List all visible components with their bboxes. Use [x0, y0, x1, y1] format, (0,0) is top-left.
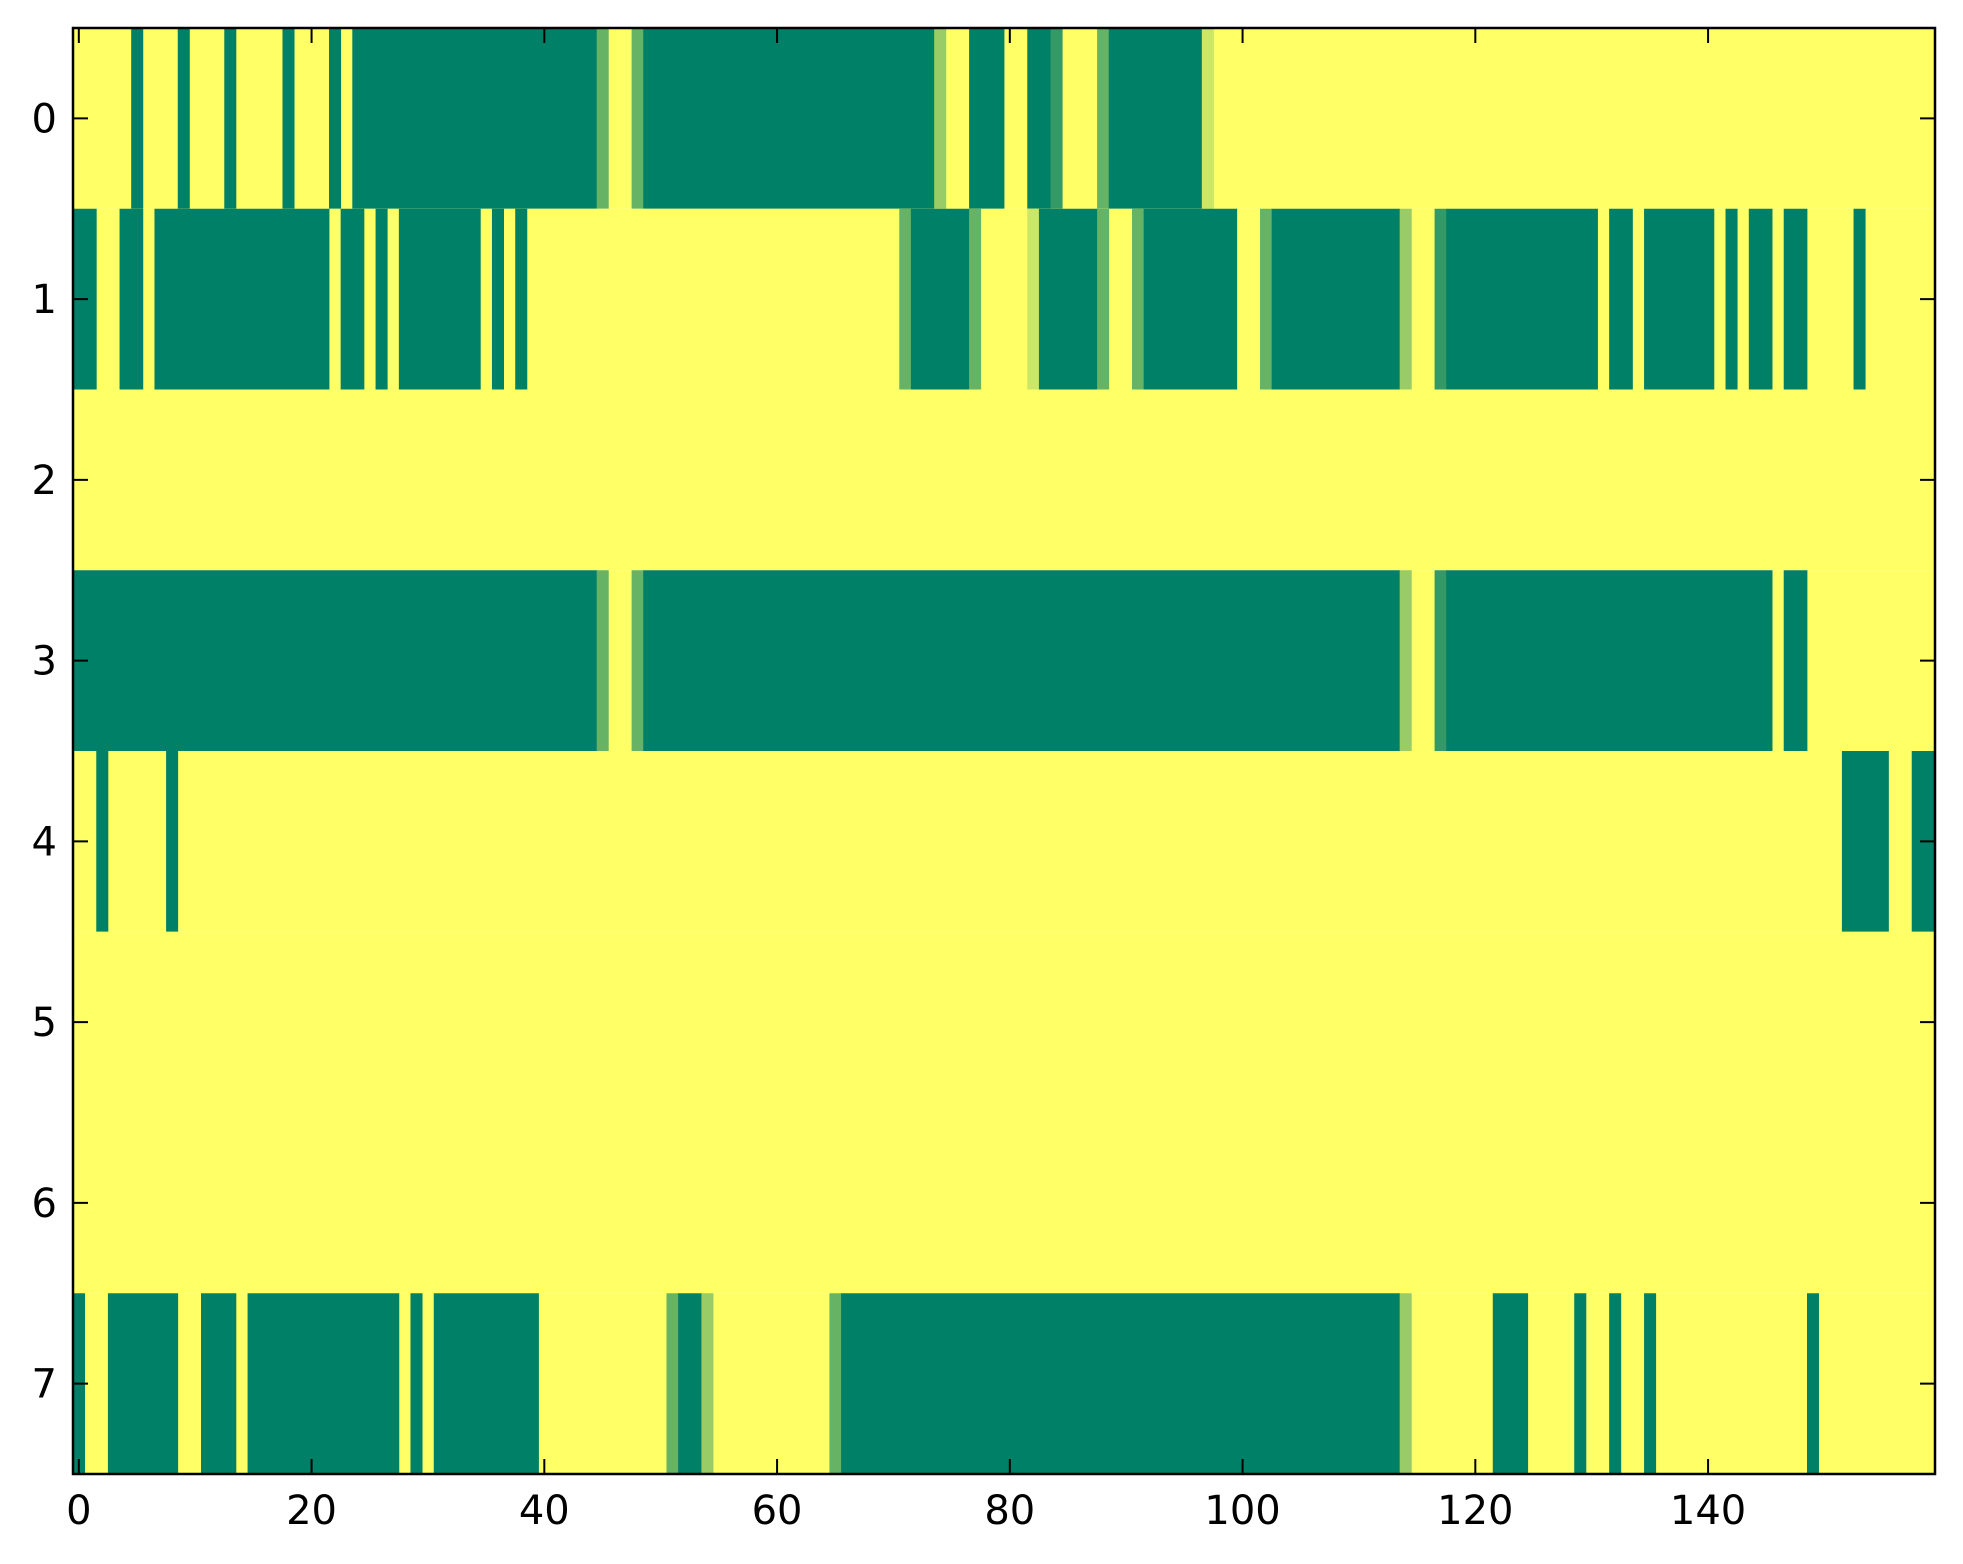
heatmap-cell [1050, 28, 1063, 209]
heatmap-cell [1446, 570, 1773, 751]
x-tick-label: 140 [1670, 1488, 1746, 1534]
heatmap-cell [131, 28, 144, 209]
heatmap-cell [1038, 208, 1098, 390]
heatmap-cell [1027, 28, 1051, 209]
heatmap-cell [282, 28, 295, 209]
heatmap-cell [969, 28, 1005, 209]
heatmap-cell [1644, 1293, 1657, 1474]
heatmap-cell [631, 570, 644, 751]
heatmap-cell [1806, 1293, 1820, 1474]
heatmap-cell [1492, 1293, 1529, 1474]
x-tick-labels: 0 20 40 60 80 100 120 140 [66, 1488, 1746, 1534]
y-tick-label: 1 [32, 277, 57, 323]
heatmap-cell [491, 208, 504, 390]
heatmap-cell [1644, 208, 1715, 390]
heatmap-cell [1783, 570, 1808, 751]
y-tick-label: 7 [32, 1362, 57, 1408]
heatmap-row-4 [73, 751, 1935, 932]
heatmap-cell [398, 208, 481, 390]
heatmap-cell [1446, 208, 1598, 390]
heatmap-cell [73, 570, 598, 751]
heatmap-cell [666, 1293, 679, 1474]
heatmap-cell [166, 751, 179, 932]
heatmap-cell [969, 208, 982, 390]
y-tick-label: 0 [32, 96, 57, 142]
heatmap-row-6 [73, 1112, 1935, 1294]
y-tick-label: 3 [32, 639, 57, 685]
heatmap-cell [1260, 208, 1273, 390]
heatmap-cell [1609, 1293, 1622, 1474]
heatmap-cell [1853, 208, 1866, 390]
heatmap-cell [340, 208, 365, 390]
heatmap-cell [1271, 208, 1401, 390]
heatmap-cell [701, 1293, 714, 1474]
heatmap-cell [1434, 208, 1447, 390]
heatmap-cell [678, 1293, 702, 1474]
heatmap-cell [224, 28, 237, 209]
heatmap-cell [154, 208, 330, 390]
heatmap-cell [841, 1293, 1401, 1474]
heatmap-cell [1574, 1293, 1587, 1474]
heatmap-cell [1143, 208, 1238, 390]
heatmap-cell [829, 1293, 842, 1474]
heatmap-cell [1108, 28, 1203, 209]
axis-ticks [73, 28, 1935, 1474]
heatmap-cell [375, 208, 388, 390]
heatmap-cell [1132, 208, 1145, 390]
plot-frame [71, 26, 1937, 1476]
heatmap-cell [1399, 208, 1412, 390]
x-tick-label: 0 [66, 1488, 91, 1534]
heatmap-cell [1097, 208, 1110, 390]
heatmap-cell [201, 1293, 237, 1474]
heatmap-cell [643, 570, 1401, 751]
heatmap-cell [1399, 570, 1412, 751]
x-tick-label: 40 [519, 1488, 570, 1534]
y-tick-label: 4 [32, 819, 57, 865]
heatmap-cell [352, 28, 598, 209]
heatmap-cell [1725, 208, 1738, 390]
heatmap-cell [596, 28, 609, 209]
heatmap-cell [1434, 570, 1447, 751]
heatmap-cell [1399, 1293, 1412, 1474]
x-tick-label: 80 [984, 1488, 1035, 1534]
heatmap-cell [119, 208, 144, 390]
y-tick-labels: 0 1 2 3 4 5 6 7 [32, 96, 57, 1407]
y-tick-label: 6 [32, 1181, 57, 1227]
heatmap-cell [1748, 208, 1773, 390]
heatmap-cell [1609, 208, 1633, 390]
heatmap-cell [631, 28, 644, 209]
heatmap-cell [596, 570, 609, 751]
heatmap-cell [1201, 28, 1214, 209]
heatmap-cell [643, 28, 935, 209]
heatmap-cell [177, 28, 190, 209]
heatmap-cell [433, 1293, 539, 1474]
y-tick-label: 2 [32, 458, 57, 504]
heatmap-cell [1027, 208, 1040, 390]
heatmap-cell [1841, 751, 1889, 932]
heatmap-cell [247, 1293, 400, 1474]
heatmap-cell [934, 28, 947, 209]
heatmap-cell [1097, 28, 1110, 209]
heatmap-cell [96, 751, 109, 932]
x-tick-label: 60 [752, 1488, 803, 1534]
x-tick-label: 100 [1204, 1488, 1280, 1534]
heatmap-cell [329, 28, 342, 209]
heatmap-row-2 [73, 389, 1935, 571]
heatmap-cell [899, 208, 912, 390]
heatmap-cell [410, 1293, 423, 1474]
heatmap-row-5 [73, 931, 1935, 1113]
x-tick-label: 120 [1437, 1488, 1513, 1534]
y-tick-label: 5 [32, 1000, 57, 1046]
heatmap-cells [73, 28, 1936, 1474]
heatmap-cell [1783, 208, 1808, 390]
x-tick-label: 20 [286, 1488, 337, 1534]
heatmap-cell [515, 208, 528, 390]
heatmap-cell [107, 1293, 179, 1474]
heatmap-cell [910, 208, 970, 390]
